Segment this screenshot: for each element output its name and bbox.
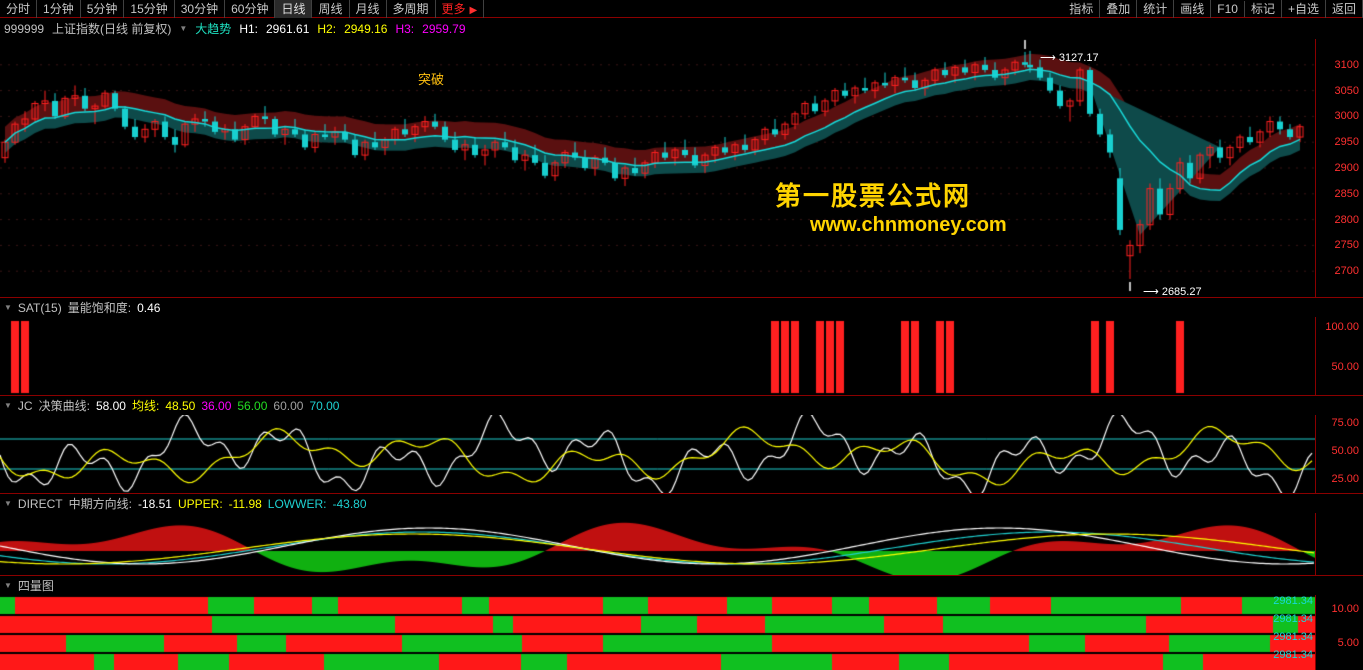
jc-panel: 75.0050.0025.00 (0, 415, 1363, 493)
quad-label: 四量图 (18, 577, 54, 594)
h3-label: H3: (395, 22, 414, 36)
quad-chart[interactable] (0, 595, 1315, 670)
timeframe-tab[interactable]: 日线 (275, 0, 312, 18)
jc-sublabel: 决策曲线: (39, 397, 90, 414)
jc-chart[interactable] (0, 415, 1315, 493)
h2-label: H2: (317, 22, 336, 36)
h2-value: 2949.16 (344, 22, 387, 36)
collapse-icon[interactable]: ▼ (4, 303, 12, 312)
sat-y-axis: 100.0050.00 (1315, 317, 1363, 395)
collapse-icon[interactable]: ▼ (4, 401, 12, 410)
indicator-name: 大趋势 (195, 20, 231, 37)
sat-value: 0.46 (137, 301, 160, 315)
timeframe-tab[interactable]: 多周期 (387, 0, 436, 18)
stock-name: 上证指数(日线 前复权) (52, 20, 171, 37)
tool-button[interactable]: 叠加 (1100, 0, 1137, 18)
jc-ma-value: 48.50 (165, 399, 195, 413)
sat-header: ▼ SAT(15) 量能饱和度: 0.46 (0, 297, 1363, 317)
direct-lower-value: -43.80 (332, 497, 366, 511)
collapse-icon[interactable]: ▼ (4, 581, 12, 590)
jc-extra: 56.00 (237, 399, 267, 413)
direct-value: -18.51 (138, 497, 172, 511)
jc-header: ▼ JC 决策曲线: 58.00 均线: 48.50 36.00 56.00 6… (0, 395, 1363, 415)
timeframe-tab[interactable]: 周线 (312, 0, 349, 18)
top-toolbar: 分时1分钟5分钟15分钟30分钟60分钟日线周线月线多周期更多▶ 指标叠加统计画… (0, 0, 1363, 18)
timeframe-tab[interactable]: 分时 (0, 0, 37, 18)
jc-extra: 70.00 (309, 399, 339, 413)
collapse-icon[interactable]: ▼ (179, 24, 187, 33)
tool-button[interactable]: 画线 (1174, 0, 1211, 18)
quad-panel: 2981.342981.342981.342981.3410.005.00 (0, 595, 1363, 670)
quad-header: ▼ 四量图 (0, 575, 1363, 595)
sat-panel: 100.0050.00 (0, 317, 1363, 395)
collapse-icon[interactable]: ▼ (4, 499, 12, 508)
direct-lower-label: LOWWER: (268, 497, 327, 511)
direct-upper-label: UPPER: (178, 497, 223, 511)
h3-value: 2959.79 (422, 22, 465, 36)
direct-upper-value: -11.98 (229, 497, 262, 511)
tool-button[interactable]: 指标 (1063, 0, 1100, 18)
timeframe-tab[interactable]: 5分钟 (81, 0, 125, 18)
h1-label: H1: (239, 22, 258, 36)
quad-y-axis: 2981.342981.342981.342981.3410.005.00 (1315, 595, 1363, 670)
tool-button[interactable]: 统计 (1137, 0, 1174, 18)
jc-label: JC (18, 399, 33, 413)
timeframe-tab[interactable]: 1分钟 (37, 0, 81, 18)
jc-value: 58.00 (96, 399, 126, 413)
jc-y-axis: 75.0050.0025.00 (1315, 415, 1363, 493)
timeframe-tab[interactable]: 15分钟 (124, 0, 174, 18)
direct-y-axis (1315, 513, 1363, 575)
stock-code: 999999 (4, 22, 44, 36)
jc-extra: 60.00 (273, 399, 303, 413)
tool-button[interactable]: F10 (1211, 1, 1245, 17)
timeframe-tab[interactable]: 30分钟 (175, 0, 225, 18)
timeframe-tab[interactable]: 月线 (350, 0, 387, 18)
jc-extra: 36.00 (201, 399, 231, 413)
h1-value: 2961.61 (266, 22, 309, 36)
direct-label: DIRECT (18, 497, 63, 511)
timeframe-tab[interactable]: 60分钟 (225, 0, 275, 18)
direct-chart[interactable] (0, 513, 1315, 575)
direct-sublabel: 中期方向线: (69, 495, 132, 512)
main-chart-panel: 310030503000295029002850280027502700 突破 … (0, 39, 1363, 297)
tool-button[interactable]: +自选 (1282, 0, 1326, 18)
direct-header: ▼ DIRECT 中期方向线: -18.51 UPPER: -11.98 LOW… (0, 493, 1363, 513)
chart-header: 999999 上证指数(日线 前复权) ▼ 大趋势 H1: 2961.61 H2… (0, 18, 1363, 39)
sat-label: SAT(15) (18, 301, 62, 315)
sat-chart[interactable] (0, 317, 1315, 395)
candlestick-chart[interactable] (0, 39, 1315, 297)
sat-sublabel: 量能饱和度: (68, 299, 131, 316)
timeframe-tab[interactable]: 更多▶ (436, 0, 485, 18)
tool-button[interactable]: 标记 (1245, 0, 1282, 18)
jc-ma-label: 均线: (132, 397, 159, 414)
tool-button[interactable]: 返回 (1326, 0, 1363, 18)
main-y-axis: 310030503000295029002850280027502700 (1315, 39, 1363, 297)
direct-panel (0, 513, 1363, 575)
